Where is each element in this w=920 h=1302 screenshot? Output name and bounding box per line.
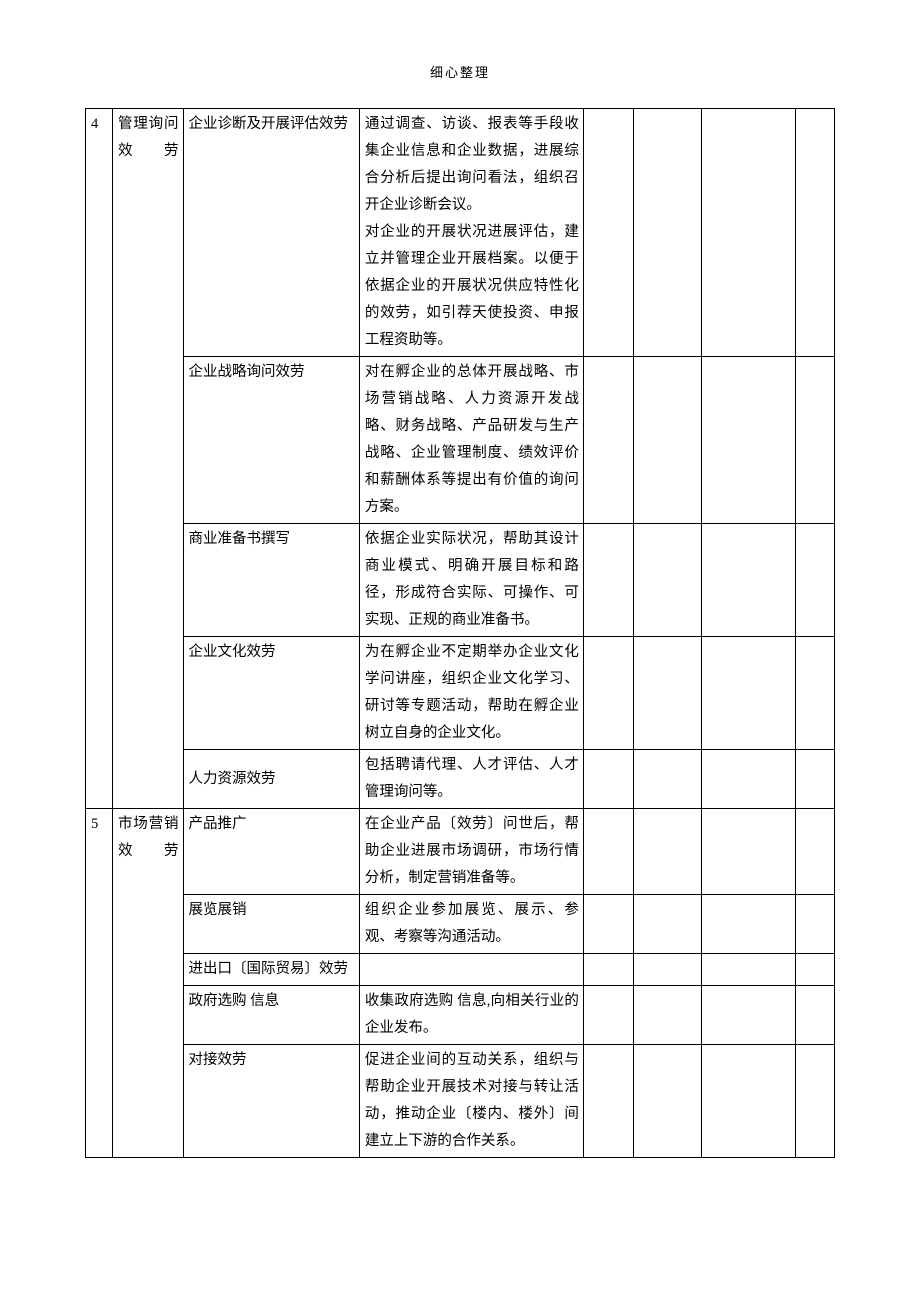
blank-cell (583, 750, 633, 809)
blank-cell (702, 954, 795, 986)
blank-cell (795, 986, 835, 1045)
blank-cell (702, 1045, 795, 1158)
blank-cell (795, 1045, 835, 1158)
service-name: 政府选购 信息 (183, 986, 359, 1045)
table-row: 进出口〔国际贸易〕效劳 (86, 954, 835, 986)
blank-cell (633, 986, 701, 1045)
blank-cell (702, 750, 795, 809)
page-header: 细心整理 (0, 62, 920, 81)
service-desc: 在企业产品〔效劳〕问世后，帮助企业进展市场调研，市场行情分析，制定营销准备等。 (359, 809, 583, 895)
table-row: 商业准备书撰写依据企业实际状况，帮助其设计商业模式、明确开展目标和路径，形成符合… (86, 524, 835, 637)
blank-cell (795, 750, 835, 809)
blank-cell (583, 986, 633, 1045)
row-number: 4 (86, 109, 113, 809)
service-name: 商业准备书撰写 (183, 524, 359, 637)
table-row: 企业文化效劳为在孵企业不定期举办企业文化学问讲座，组织企业文化学习、研讨等专题活… (86, 637, 835, 750)
blank-cell (583, 357, 633, 524)
service-desc: 收集政府选购 信息,向相关行业的企业发布。 (359, 986, 583, 1045)
blank-cell (702, 357, 795, 524)
table-row: 人力资源效劳包括聘请代理、人才评估、人才管理询问等。 (86, 750, 835, 809)
blank-cell (583, 895, 633, 954)
table-row: 展览展销组织企业参加展览、展示、参观、考察等沟通活动。 (86, 895, 835, 954)
blank-cell (795, 809, 835, 895)
blank-cell (795, 109, 835, 357)
blank-cell (633, 895, 701, 954)
service-name: 企业文化效劳 (183, 637, 359, 750)
blank-cell (633, 809, 701, 895)
category-cell: 市场营销效劳 (112, 809, 183, 1158)
table-row: 对接效劳促进企业间的互动关系，组织与帮助企业开展技术对接与转让活动，推动企业〔楼… (86, 1045, 835, 1158)
blank-cell (583, 109, 633, 357)
row-number: 5 (86, 809, 113, 1158)
services-table: 4管理询问效劳企业诊断及开展评估效劳通过调查、访谈、报表等手段收集企业信息和企业… (85, 108, 835, 1158)
blank-cell (633, 750, 701, 809)
blank-cell (795, 357, 835, 524)
service-desc: 依据企业实际状况，帮助其设计商业模式、明确开展目标和路径，形成符合实际、可操作、… (359, 524, 583, 637)
blank-cell (583, 1045, 633, 1158)
blank-cell (702, 809, 795, 895)
blank-cell (702, 986, 795, 1045)
service-name: 对接效劳 (183, 1045, 359, 1158)
blank-cell (633, 524, 701, 637)
service-desc (359, 954, 583, 986)
blank-cell (583, 954, 633, 986)
service-desc: 促进企业间的互动关系，组织与帮助企业开展技术对接与转让活动，推动企业〔楼内、楼外… (359, 1045, 583, 1158)
service-name: 人力资源效劳 (183, 750, 359, 809)
service-desc: 包括聘请代理、人才评估、人才管理询问等。 (359, 750, 583, 809)
service-name: 企业战略询问效劳 (183, 357, 359, 524)
service-name: 企业诊断及开展评估效劳 (183, 109, 359, 357)
blank-cell (795, 954, 835, 986)
blank-cell (633, 637, 701, 750)
blank-cell (633, 109, 701, 357)
blank-cell (702, 895, 795, 954)
service-desc: 通过调查、访谈、报表等手段收集企业信息和企业数据，进展综合分析后提出询问看法，组… (359, 109, 583, 357)
blank-cell (795, 524, 835, 637)
blank-cell (702, 524, 795, 637)
blank-cell (633, 1045, 701, 1158)
blank-cell (795, 895, 835, 954)
service-desc: 对在孵企业的总体开展战略、市场营销战略、人力资源开发战略、财务战略、产品研发与生… (359, 357, 583, 524)
blank-cell (633, 954, 701, 986)
service-name: 展览展销 (183, 895, 359, 954)
blank-cell (633, 357, 701, 524)
blank-cell (795, 637, 835, 750)
category-cell: 管理询问效劳 (112, 109, 183, 809)
blank-cell (583, 524, 633, 637)
blank-cell (583, 637, 633, 750)
blank-cell (702, 109, 795, 357)
table-row: 4管理询问效劳企业诊断及开展评估效劳通过调查、访谈、报表等手段收集企业信息和企业… (86, 109, 835, 357)
page: 细心整理 4管理询问效劳企业诊断及开展评估效劳通过调查、访谈、报表等手段收集企业… (0, 0, 920, 1302)
table-row: 企业战略询问效劳对在孵企业的总体开展战略、市场营销战略、人力资源开发战略、财务战… (86, 357, 835, 524)
blank-cell (702, 637, 795, 750)
table-row: 5市场营销效劳产品推广在企业产品〔效劳〕问世后，帮助企业进展市场调研，市场行情分… (86, 809, 835, 895)
service-name: 进出口〔国际贸易〕效劳 (183, 954, 359, 986)
blank-cell (583, 809, 633, 895)
table-row: 政府选购 信息收集政府选购 信息,向相关行业的企业发布。 (86, 986, 835, 1045)
service-desc: 为在孵企业不定期举办企业文化学问讲座，组织企业文化学习、研讨等专题活动，帮助在孵… (359, 637, 583, 750)
service-desc: 组织企业参加展览、展示、参观、考察等沟通活动。 (359, 895, 583, 954)
service-name: 产品推广 (183, 809, 359, 895)
